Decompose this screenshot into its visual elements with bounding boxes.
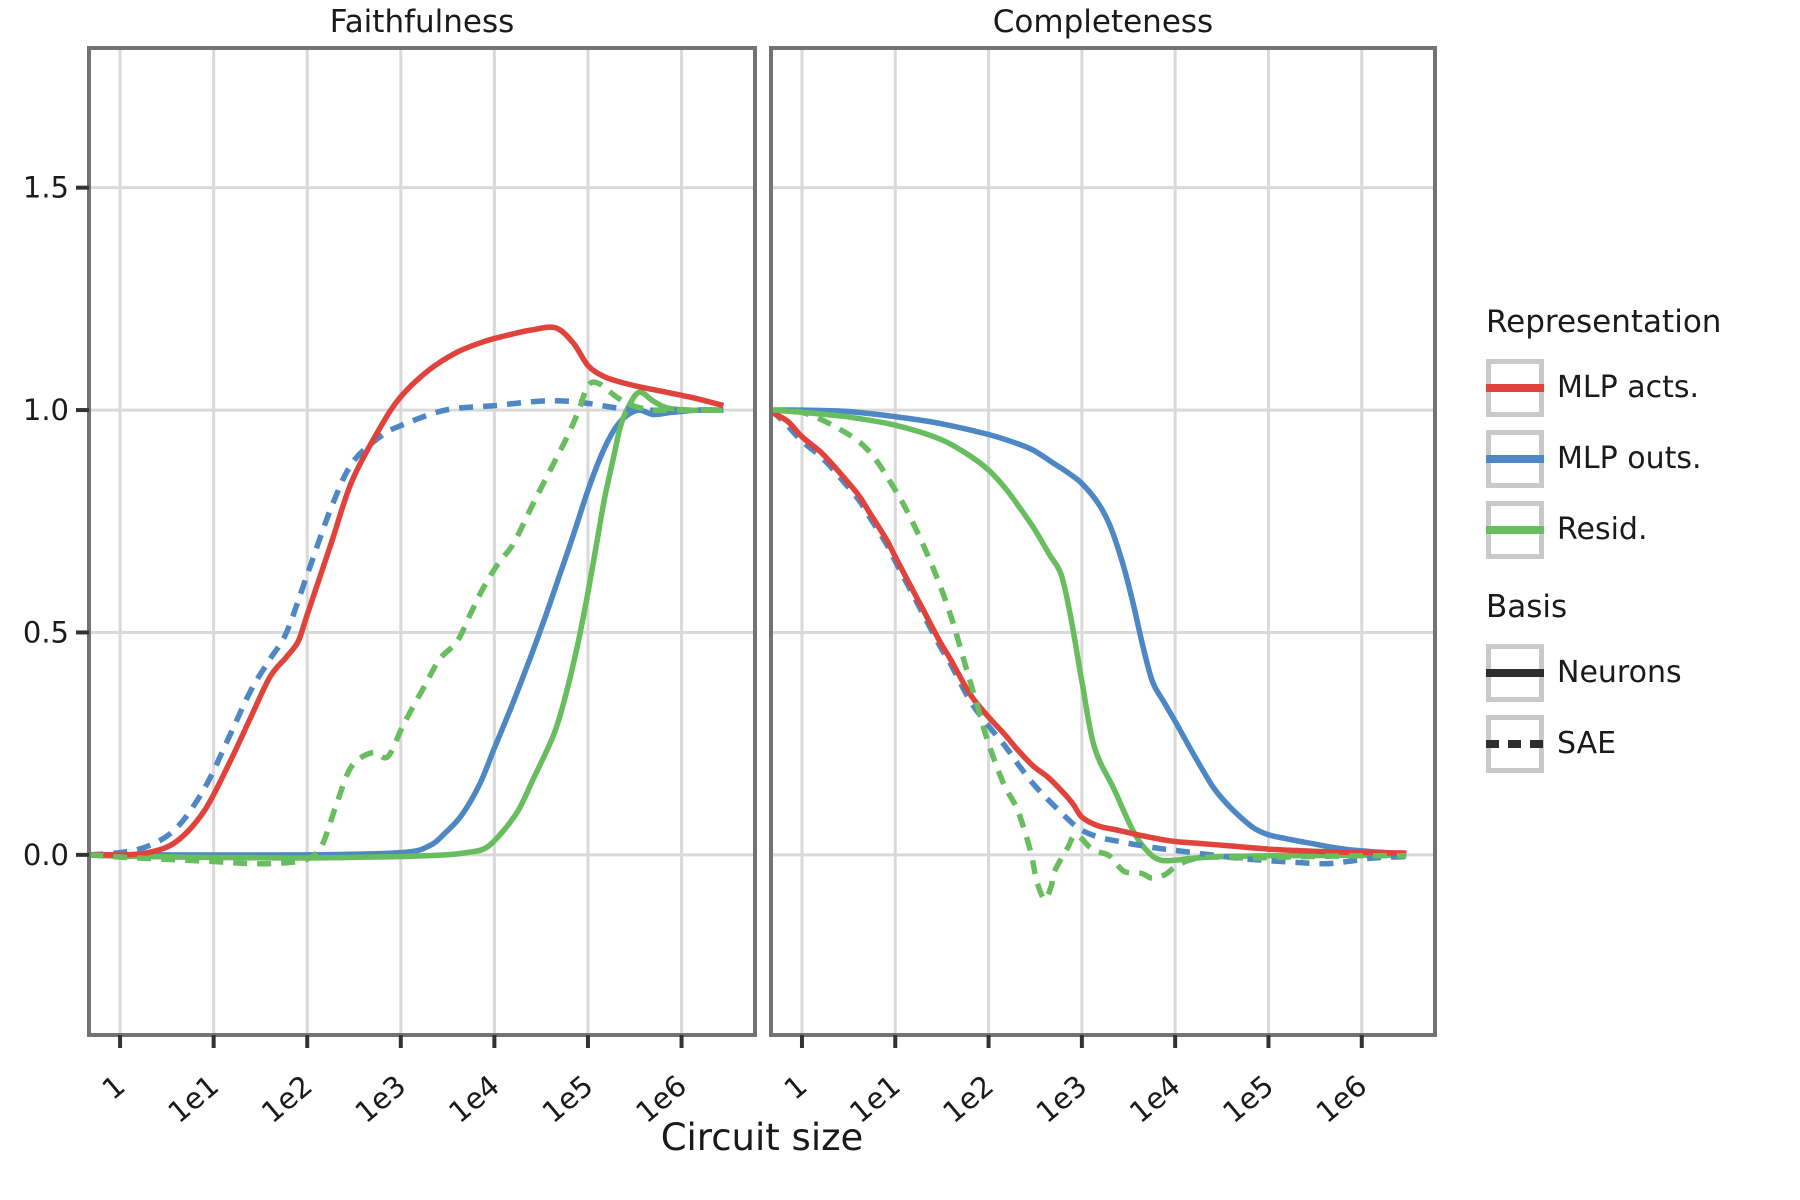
panel-background: [771, 48, 1435, 1035]
legend-label: Neurons: [1557, 655, 1682, 691]
panel-border: [87, 46, 757, 1037]
x-tick-label: 1: [777, 1068, 813, 1106]
legend-key-box: [1486, 359, 1544, 418]
legend-key-box: [1486, 715, 1544, 774]
legend-label: MLP outs.: [1557, 441, 1702, 477]
legend-item-mlp-acts: MLP acts.: [1486, 359, 1796, 418]
legend: Representation MLP acts. MLP outs. Resid…: [1486, 304, 1796, 786]
y-tick-label: 1.0: [23, 393, 69, 427]
y-axis-ticks: 0.0 0.5 1.0 1.5: [23, 171, 89, 872]
y-tick-label: 0.5: [23, 615, 69, 649]
panel-title-completeness: Completeness: [992, 4, 1214, 40]
panel-grid: [771, 48, 1435, 1035]
panel-completeness: 1 1e1 1e2 1e3 1e4 1e5 1e6: [769, 46, 1437, 1130]
panel-grid: [89, 48, 755, 1035]
curve-completeness-resid-sae: [771, 407, 1407, 903]
y-tick-label: 1.5: [23, 171, 69, 205]
sae-dashed-line-swatch-icon: [1486, 740, 1544, 749]
legend-title-representation: Representation: [1486, 304, 1722, 340]
curve-completeness-mlp-acts-neurons: [770, 409, 1407, 856]
curve-faithfulness-resid-neurons: [89, 389, 724, 861]
curve-completeness-mlp-outs-neurons: [771, 407, 1407, 857]
legend-key-box: [1486, 430, 1544, 489]
legend-item-mlp-outs: MLP outs.: [1486, 430, 1796, 489]
x-axis-title: Circuit size: [660, 1116, 864, 1159]
legend-item-resid: Resid.: [1486, 501, 1796, 560]
legend-item-sae: SAE: [1486, 715, 1796, 774]
curve-faithfulness-mlp-acts-neurons: [89, 324, 725, 858]
legend-label: MLP acts.: [1557, 370, 1700, 406]
x-tick-label: 1: [96, 1068, 132, 1106]
legend-label: SAE: [1557, 726, 1617, 762]
mlp-acts-line-swatch-icon: [1486, 384, 1544, 393]
legend-key-box: [1486, 644, 1544, 703]
curve-faithfulness-mlp-outs-sae: [89, 397, 724, 858]
panel-title-faithfulness: Faithfulness: [329, 4, 515, 40]
neurons-solid-line-swatch-icon: [1486, 669, 1544, 678]
mlp-outs-line-swatch-icon: [1486, 455, 1544, 464]
resid-line-swatch-icon: [1486, 526, 1544, 535]
legend-label: Resid.: [1557, 512, 1648, 548]
panel-border: [769, 46, 1437, 1037]
y-tick-label: 0.0: [23, 838, 69, 872]
panel-background: [89, 48, 755, 1035]
legend-item-neurons: Neurons: [1486, 644, 1796, 703]
legend-key-box: [1486, 501, 1544, 560]
curve-faithfulness-resid-sae: [89, 379, 724, 867]
legend-title-basis: Basis: [1486, 589, 1568, 626]
